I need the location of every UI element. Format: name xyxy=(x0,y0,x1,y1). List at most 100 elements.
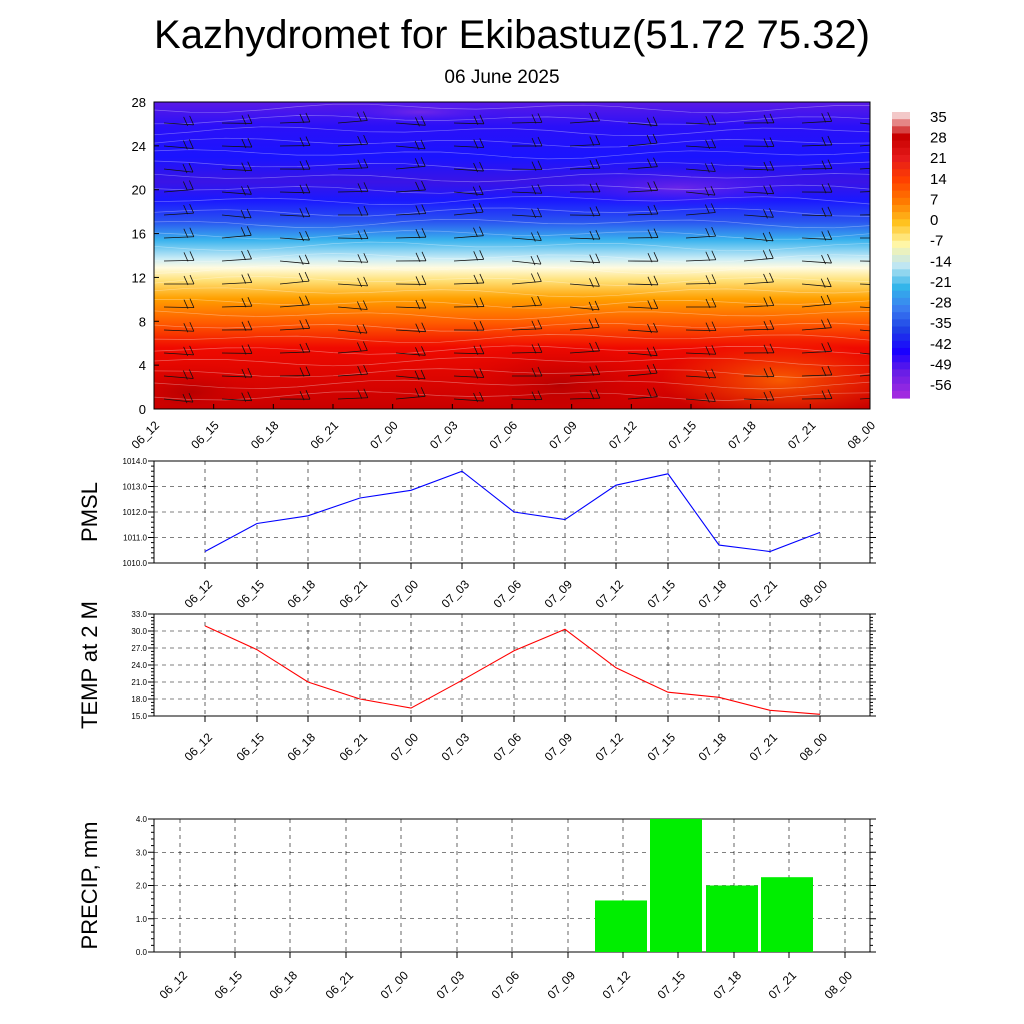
wind-barb-flag xyxy=(879,136,883,145)
contour-line xyxy=(154,115,870,125)
x-tick-label: 08_00 xyxy=(822,968,856,1002)
wind-barb-flag xyxy=(769,184,775,194)
wind-barb xyxy=(453,258,484,262)
wind-barb-flag xyxy=(711,115,717,125)
wind-barb-flag xyxy=(653,387,658,397)
wind-barb-flag xyxy=(357,135,362,146)
wind-barb-flag xyxy=(305,230,310,241)
wind-barb-flag xyxy=(827,230,833,240)
wind-barb xyxy=(627,142,658,147)
wind-barb-flag xyxy=(880,159,884,168)
wind-barb xyxy=(859,329,870,332)
wind-barb xyxy=(453,168,484,172)
wind-barb-flag xyxy=(820,295,826,306)
wind-barb-flag xyxy=(357,254,363,264)
contour-line xyxy=(154,173,870,183)
wind-barb xyxy=(627,283,658,286)
colorbar-swatch xyxy=(892,312,910,320)
x-tick-label: 06_18 xyxy=(267,968,301,1002)
wind-barb-flag xyxy=(646,117,652,127)
colorbar-swatch xyxy=(892,176,910,185)
wind-barb-flag xyxy=(763,368,769,378)
wind-barb-flag xyxy=(711,368,716,379)
colorbar-swatch xyxy=(892,326,910,335)
wind-barb-flag xyxy=(421,116,426,126)
x-tick-label: 07_15 xyxy=(666,418,700,452)
x-tick-label: 06_18 xyxy=(285,577,319,611)
wind-barb-flag xyxy=(183,228,189,238)
y-axis-label: PMSL xyxy=(77,482,102,542)
wind-barb xyxy=(279,327,310,331)
colorbar-label: 7 xyxy=(930,191,938,208)
wind-barb-flag xyxy=(762,250,768,260)
wind-barb-flag xyxy=(880,389,884,398)
colorbar: 35 28 21 14 7 0 -7 -14 -21 -28 -35 -42 -49 -56 xyxy=(892,109,952,399)
contour-line xyxy=(154,126,870,137)
wind-barb-flag xyxy=(827,159,833,169)
wind-barb-flag xyxy=(531,185,537,195)
x-tick-label: 07_12 xyxy=(593,730,627,764)
wind-barb-flag xyxy=(531,391,537,401)
wind-barb-flag xyxy=(478,185,484,195)
wind-barb-flag xyxy=(530,255,536,266)
wind-barb xyxy=(337,350,368,354)
y-tick-label: 1013.0 xyxy=(123,483,148,492)
wind-barb-flag xyxy=(821,390,827,400)
colorbar-swatch xyxy=(892,262,910,270)
wind-barb-flag xyxy=(537,390,543,400)
wind-barb-flag xyxy=(589,207,595,217)
wind-barb-flag xyxy=(594,318,600,328)
wind-barb xyxy=(859,283,870,285)
wind-barb-flag xyxy=(189,227,195,237)
wind-barb xyxy=(221,168,252,172)
contour-line xyxy=(154,184,870,194)
wind-barb xyxy=(627,213,658,216)
colorbar-label: -21 xyxy=(930,274,952,291)
wind-barb xyxy=(569,306,600,311)
wind-barb-flag xyxy=(769,367,775,377)
wind-barb-flag xyxy=(420,139,426,150)
wind-barb-flag xyxy=(763,161,769,172)
x-tick-label: 06_15 xyxy=(234,730,268,764)
wind-barb-flag xyxy=(827,112,833,122)
y-tick-label: 2.0 xyxy=(136,882,148,891)
wind-barb-flag xyxy=(421,180,426,191)
wind-barb-flag xyxy=(356,342,362,352)
wind-barb xyxy=(163,352,194,356)
x-tick-label: 07_06 xyxy=(491,577,525,611)
x-tick-label: 06_12 xyxy=(182,577,216,611)
colorbar-swatch xyxy=(892,362,910,370)
wind-barb-flag xyxy=(653,322,658,333)
wind-barb-flag xyxy=(763,138,769,148)
wind-barb-flag xyxy=(536,231,542,241)
colorbar-swatch xyxy=(892,119,910,127)
wind-barb xyxy=(337,306,368,310)
wind-barb-flag xyxy=(473,369,479,379)
y-tick-label: 0.0 xyxy=(136,948,148,957)
wind-barb xyxy=(859,191,870,193)
wind-barb-flag xyxy=(357,159,363,169)
colorbar-label: -49 xyxy=(930,356,952,373)
wind-barb-flag xyxy=(189,322,195,332)
contour-line xyxy=(154,322,870,332)
wind-barb-flag xyxy=(537,184,543,194)
heatmap-warm-core xyxy=(450,340,670,409)
wind-barb-flag xyxy=(711,274,717,284)
wind-barb-flag xyxy=(763,321,769,331)
y-tick-label: 1012.0 xyxy=(123,508,148,517)
wind-barb-flag xyxy=(247,185,252,195)
colorbar-swatch xyxy=(892,219,910,227)
wind-barb-flag xyxy=(704,186,710,197)
wind-barb xyxy=(163,329,194,332)
wind-barb-flag xyxy=(763,273,768,284)
wind-barb xyxy=(395,145,426,150)
series-line xyxy=(204,470,821,553)
wind-barb xyxy=(337,167,368,170)
wind-barb-flag xyxy=(652,346,658,356)
wind-barb-flag xyxy=(763,185,769,195)
contour-line xyxy=(154,264,870,275)
y-tick-label: 20 xyxy=(132,183,146,198)
wind-barb xyxy=(685,191,716,196)
wind-barb-flag xyxy=(880,183,884,192)
wind-barb-flag xyxy=(880,277,884,286)
